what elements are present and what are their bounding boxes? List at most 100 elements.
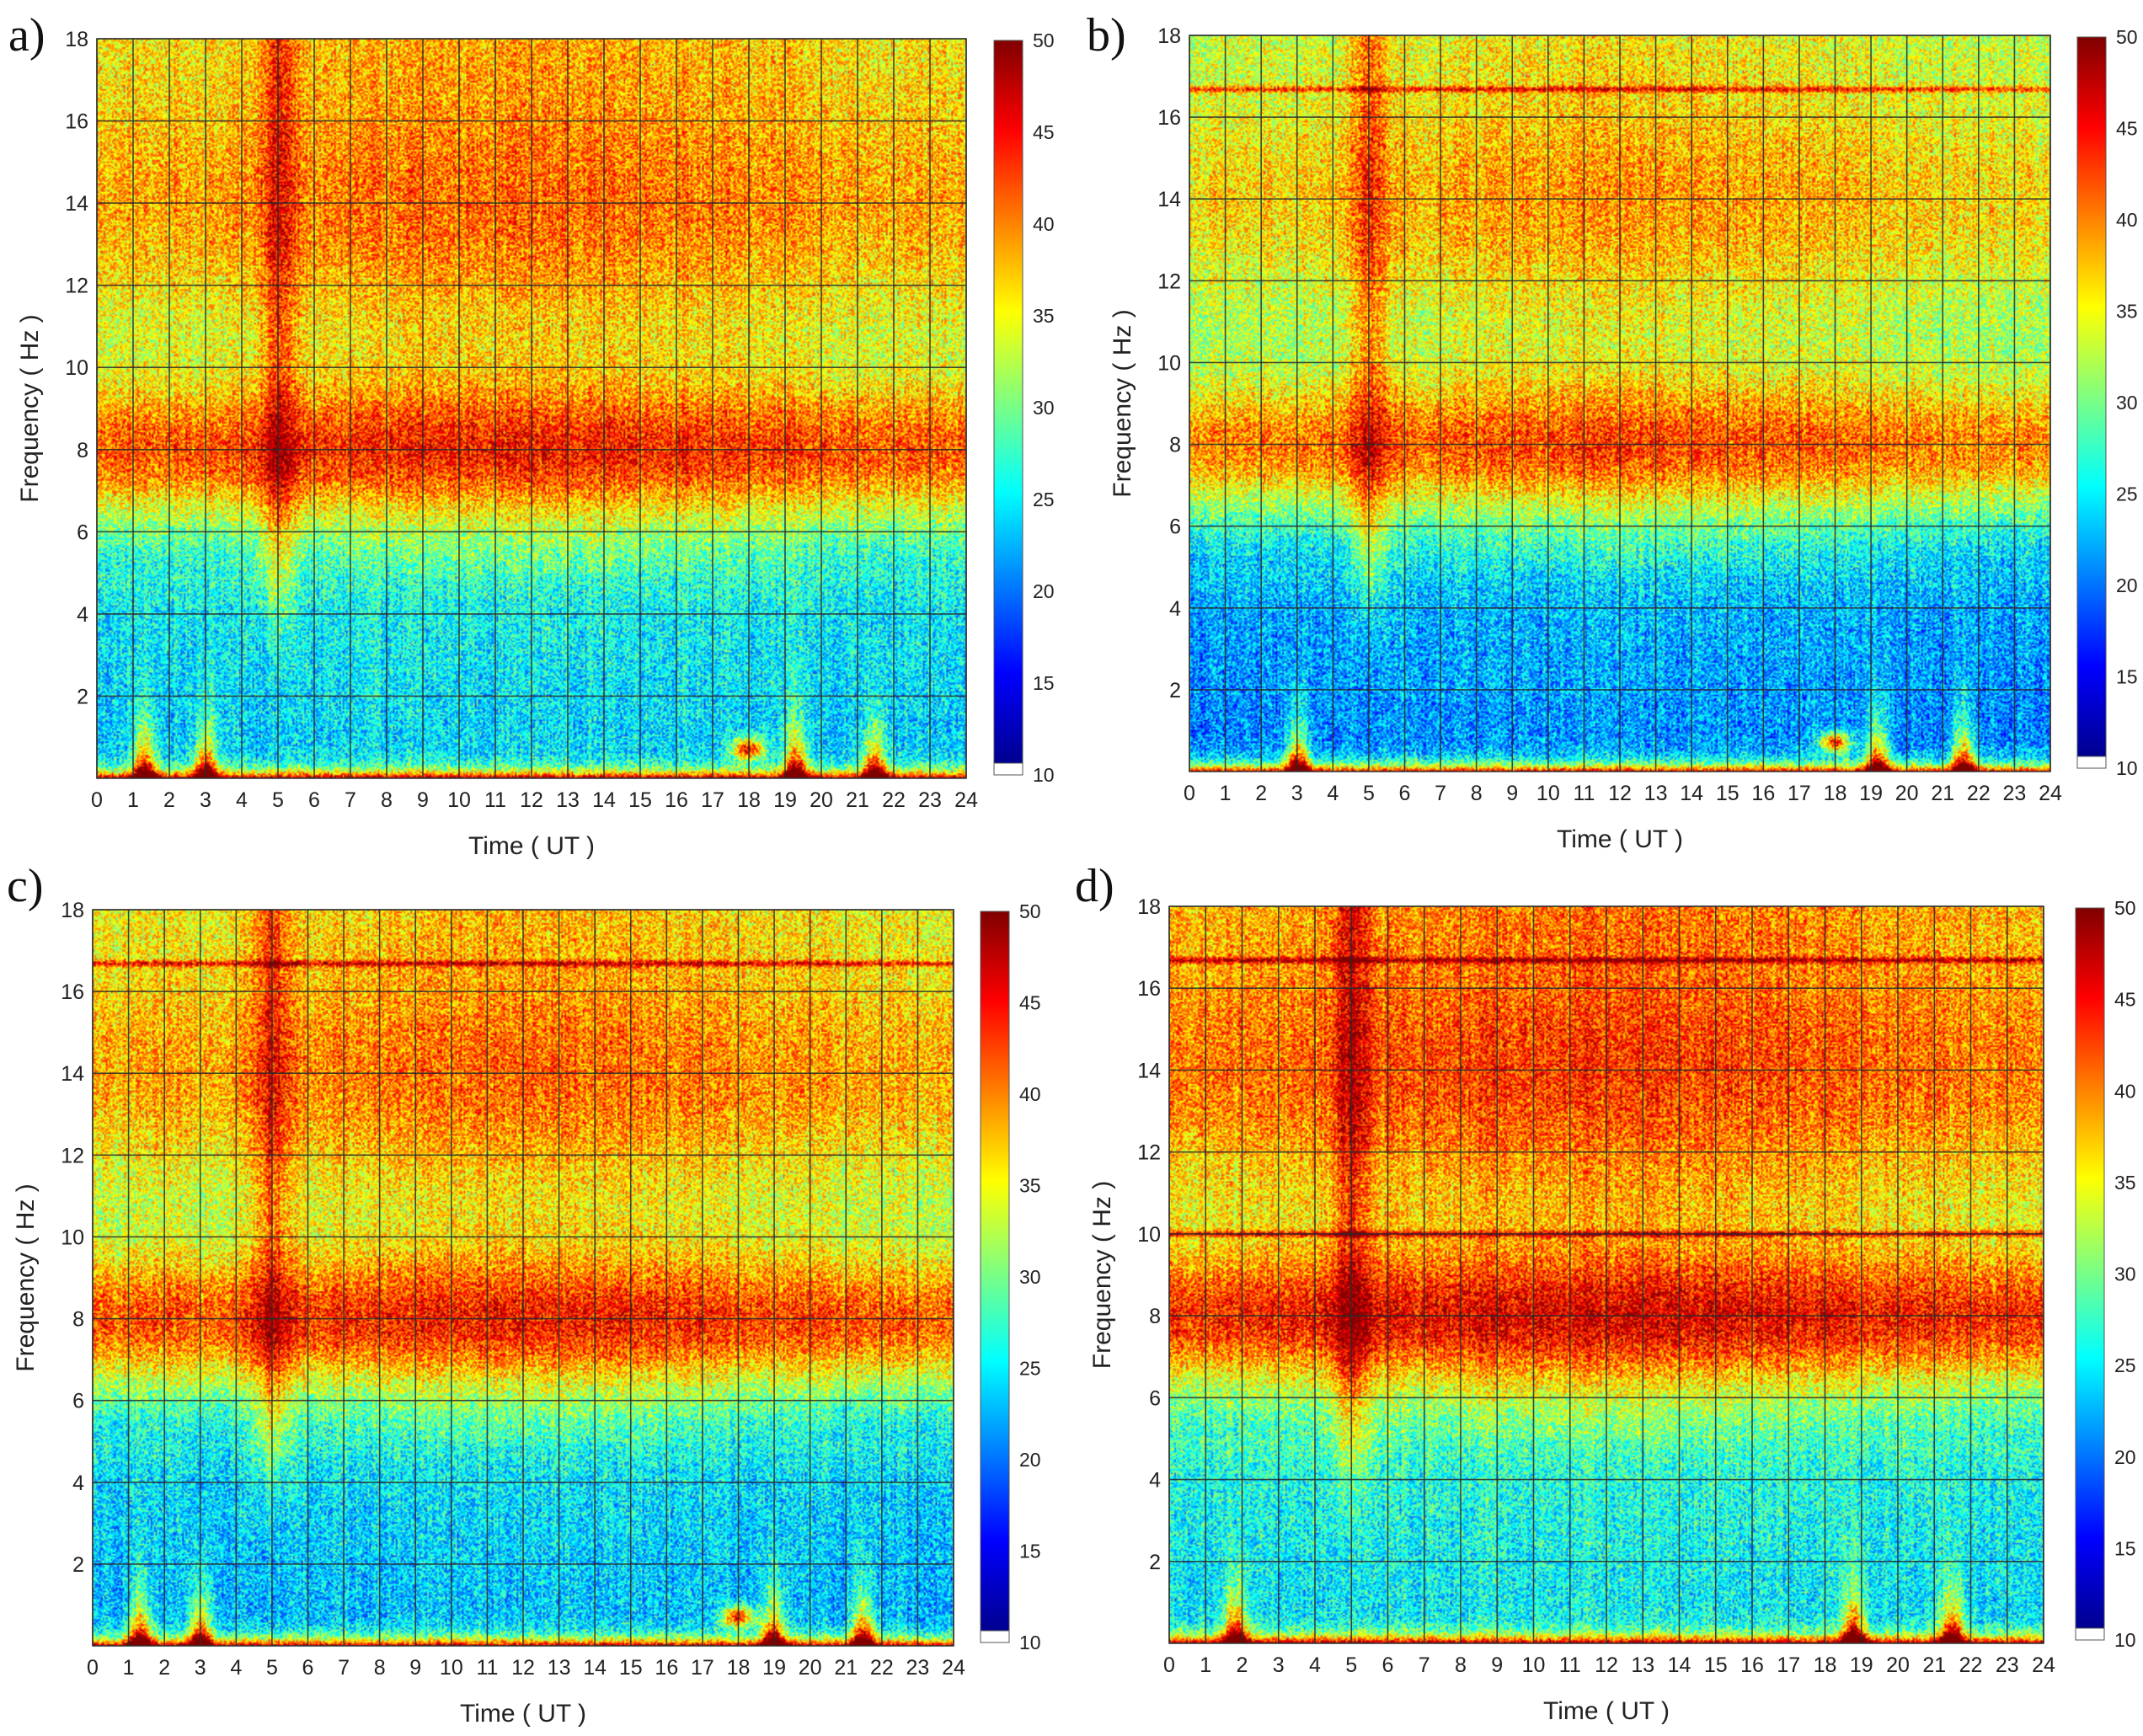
panel-b: b)0 1 2 3 4 5 6 7 8 9 10 11 12 13 14 15 16 17 18 19 20 21 22 23… [1087, 9, 2138, 853]
x-tick-label: 16 [665, 788, 688, 812]
x-tick-label: 11 [476, 1656, 498, 1680]
colorbar-underflow [993, 762, 1023, 776]
colorbar-tick-label: 20 [1019, 1449, 1041, 1471]
y-tick-label: 14 [61, 1062, 84, 1086]
x-tick-label: 21 [846, 788, 869, 812]
colorbar-tick-label: 40 [1019, 1083, 1041, 1105]
x-tick-label: 13 [548, 1656, 571, 1680]
colorbar-frame [993, 40, 1023, 764]
colorbar-tick-label: 35 [2116, 301, 2138, 323]
x-tick-label: 21 [1922, 1653, 1946, 1677]
colorbar [2077, 37, 2106, 756]
x-tick-label: 6 [1399, 782, 1411, 805]
colorbar-tick-label: 50 [1033, 29, 1055, 51]
colorbar-tick-label: 40 [2116, 209, 2138, 231]
x-tick-label: 4 [1309, 1653, 1321, 1677]
x-tick-label: 5 [1363, 782, 1375, 805]
colorbar-tick-label: 25 [1033, 489, 1055, 510]
y-tick-label: 18 [65, 28, 88, 51]
x-tick-label: 17 [691, 1656, 714, 1680]
colorbar-tick-label: 10 [1033, 764, 1055, 786]
x-tick-label: 24 [2039, 782, 2062, 805]
colorbar-tick-label: 15 [1019, 1541, 1041, 1562]
x-tick-label: 17 [1788, 782, 1811, 805]
x-tick-label: 16 [1740, 1653, 1764, 1677]
colorbar [2076, 908, 2104, 1628]
panel-label: c) [7, 860, 44, 912]
x-axis-title: Time ( UT ) [460, 1700, 586, 1728]
colorbar-tick-label: 15 [1033, 672, 1055, 694]
plot-frame [1189, 35, 2051, 772]
x-tick-label: 20 [1886, 1653, 1910, 1677]
plot-frame [96, 38, 967, 779]
x-tick-label: 16 [1751, 782, 1775, 805]
colorbar-tick-label: 15 [2114, 1537, 2136, 1559]
colorbar-tick-label: 35 [1019, 1175, 1041, 1197]
y-tick-label: 16 [61, 980, 84, 1004]
x-tick-label: 7 [338, 1656, 350, 1680]
x-tick-label: 0 [91, 788, 103, 812]
x-tick-label: 21 [1931, 782, 1954, 805]
colorbar-tick-label: 20 [1033, 580, 1055, 602]
x-tick-label: 18 [1824, 782, 1847, 805]
x-tick-label: 6 [302, 1656, 314, 1680]
x-tick-label: 14 [1668, 1653, 1691, 1677]
y-tick-label: 2 [72, 1553, 84, 1577]
y-tick-label: 4 [72, 1472, 84, 1495]
y-tick-label: 2 [77, 685, 88, 708]
x-tick-label: 12 [511, 1656, 535, 1680]
x-tick-label: 23 [1996, 1653, 2019, 1677]
colorbar-tick-label: 45 [2116, 118, 2138, 140]
x-tick-label: 15 [1716, 782, 1740, 805]
x-tick-label: 19 [1850, 1653, 1873, 1677]
colorbar-tick-label: 20 [2116, 574, 2138, 596]
colorbar-frame [2076, 36, 2107, 757]
x-tick-label: 24 [942, 1656, 965, 1680]
x-tick-label: 12 [1595, 1653, 1618, 1677]
y-tick-label: 6 [77, 521, 88, 544]
colorbar-tick-label: 40 [1033, 213, 1055, 235]
x-axis-title: Time ( UT ) [468, 832, 595, 860]
x-tick-label: 18 [737, 788, 761, 812]
colorbar-tick-label: 25 [2114, 1354, 2136, 1376]
x-tick-label: 6 [1382, 1653, 1394, 1677]
colorbar-tick-label: 10 [2114, 1629, 2136, 1651]
x-tick-label: 0 [87, 1656, 99, 1680]
colorbar-tick-label: 40 [2114, 1080, 2136, 1102]
plot-frame [1168, 905, 2044, 1644]
x-tick-label: 10 [1522, 1653, 1546, 1677]
y-tick-label: 2 [1169, 679, 1181, 702]
x-tick-label: 14 [583, 1656, 607, 1680]
x-tick-label: 10 [447, 788, 471, 812]
colorbar-tick-label: 50 [1019, 900, 1041, 922]
colorbar-tick-label: 30 [1033, 397, 1055, 419]
colorbar-tick-label: 25 [1019, 1358, 1041, 1380]
x-tick-label: 16 [655, 1656, 678, 1680]
x-tick-label: 24 [954, 788, 978, 812]
x-tick-label: 9 [409, 1656, 421, 1680]
y-tick-label: 12 [1157, 270, 1181, 293]
colorbar-tick-label: 10 [1019, 1632, 1041, 1653]
x-tick-label: 5 [1345, 1653, 1357, 1677]
x-tick-label: 15 [1704, 1653, 1728, 1677]
y-axis-title: Frequency ( Hz ) [16, 314, 44, 502]
x-tick-label: 12 [1608, 782, 1632, 805]
x-tick-label: 8 [1471, 782, 1483, 805]
y-tick-label: 12 [1137, 1141, 1161, 1165]
x-axis-title: Time ( UT ) [1543, 1697, 1670, 1725]
x-tick-label: 9 [1506, 782, 1518, 805]
y-tick-label: 16 [65, 110, 88, 134]
x-tick-label: 2 [1237, 1653, 1248, 1677]
x-tick-label: 24 [2032, 1653, 2055, 1677]
x-tick-label: 11 [484, 788, 506, 812]
x-tick-label: 15 [628, 788, 652, 812]
y-tick-label: 6 [1149, 1386, 1161, 1410]
x-tick-label: 19 [1859, 782, 1883, 805]
panel-label: a) [8, 9, 45, 61]
x-tick-label: 2 [163, 788, 175, 812]
colorbar-tick-label: 45 [2114, 989, 2136, 1011]
colorbar-tick-label: 15 [2116, 666, 2138, 688]
y-tick-label: 18 [1157, 24, 1181, 48]
x-tick-label: 4 [230, 1656, 242, 1680]
x-tick-label: 0 [1163, 1653, 1175, 1677]
